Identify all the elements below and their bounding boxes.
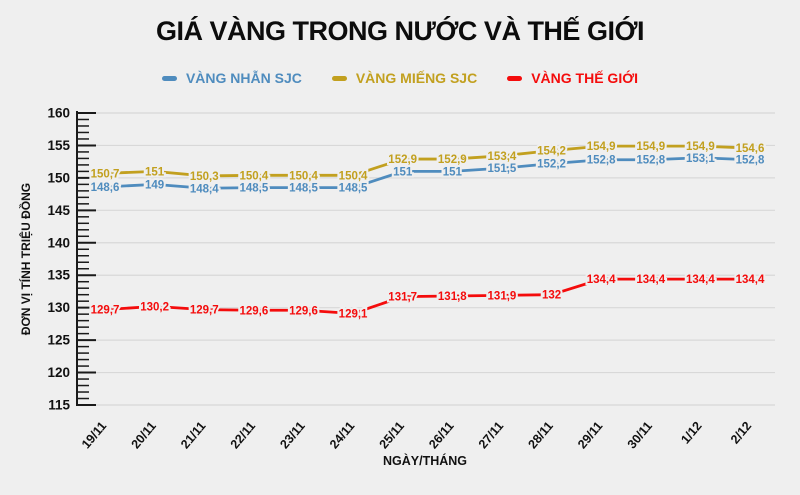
x-axis-title: NGÀY/THÁNG (382, 454, 468, 468)
data-point-label: 154,2 (537, 146, 566, 158)
y-axis-tick-label: 150 (47, 170, 70, 185)
y-axis-tick-label: 160 (47, 106, 70, 121)
data-point-label: 154,6 (736, 143, 765, 155)
x-axis-tick-label: 19/11 (79, 419, 109, 451)
data-point-label: 150,4 (239, 170, 268, 182)
x-axis-tick-label: 25/11 (377, 419, 407, 451)
series-line (103, 277, 752, 315)
data-point-label: 152,8 (587, 155, 616, 167)
data-point-label: 148,5 (289, 183, 318, 195)
x-axis-tick-label: 28/11 (525, 419, 555, 451)
legend-swatch-icon (331, 75, 347, 81)
data-point-label: 129,7 (91, 305, 120, 317)
data-point-label: 151 (443, 166, 463, 178)
data-point-label: 152,8 (736, 155, 765, 167)
x-axis-tick-label: 21/11 (178, 419, 208, 451)
x-axis-tick-label: 30/11 (625, 419, 655, 451)
y-axis-tick-label: 120 (47, 365, 70, 380)
legend-item-vang-the-gioi: VÀNG THẾ GIỚI (507, 70, 638, 86)
data-point-label: 132 (542, 290, 561, 302)
legend-swatch-icon (507, 75, 523, 81)
data-point-label: 151 (393, 166, 413, 178)
y-axis-tick-label: 130 (47, 300, 70, 315)
data-point-label: 129,7 (190, 305, 219, 317)
x-axis-tick-label: 20/11 (129, 419, 159, 451)
data-point-label: 154,9 (587, 141, 616, 153)
data-point-label: 130,2 (140, 301, 169, 313)
chart-legend: VÀNG NHẪN SJC VÀNG MIẾNG SJC VÀNG THẾ GI… (0, 70, 800, 86)
y-axis-tick-label: 155 (47, 138, 70, 153)
data-point-label: 153,1 (686, 153, 715, 165)
y-axis-tick-label: 135 (47, 268, 70, 283)
data-point-label: 129,1 (339, 309, 368, 321)
chart-title: GIÁ VÀNG TRONG NƯỚC VÀ THẾ GIỚI (156, 16, 644, 46)
data-point-label: 134,4 (587, 274, 616, 286)
x-axis-tick-label: 2/12 (728, 419, 754, 447)
data-point-label: 129,6 (239, 305, 268, 317)
data-point-label: 149 (145, 179, 164, 191)
data-point-label: 134,4 (736, 274, 765, 286)
legend-item-vang-nhan-sjc: VÀNG NHẪN SJC (161, 70, 302, 86)
data-point-label: 148,5 (339, 183, 368, 195)
data-point-label: 148,4 (190, 183, 219, 195)
x-axis-tick-label: 29/11 (575, 419, 605, 451)
data-point-label: 129,6 (289, 305, 318, 317)
data-point-label: 131,9 (488, 290, 517, 302)
data-point-label: 152,9 (438, 154, 467, 166)
data-point-label: 154,9 (686, 141, 715, 153)
data-point-label: 150,7 (91, 168, 120, 180)
data-point-label: 148,5 (239, 183, 268, 195)
data-point-label: 131,7 (388, 292, 417, 304)
data-point-label: 152,8 (636, 155, 665, 167)
series-line (103, 156, 752, 190)
y-axis-tick-label: 145 (47, 203, 70, 218)
y-axis-tick-label: 140 (47, 235, 70, 250)
x-axis-tick-label: 23/11 (277, 419, 307, 451)
data-point-label: 151,5 (488, 163, 517, 175)
data-point-label: 152,2 (537, 159, 566, 171)
legend-label: VÀNG NHẪN SJC (185, 70, 302, 86)
x-axis-tick-label: 24/11 (327, 419, 357, 451)
data-point-label: 131,8 (438, 291, 467, 303)
legend-item-vang-mieng-sjc: VÀNG MIẾNG SJC (331, 70, 478, 86)
legend-label: VÀNG MIẾNG SJC (355, 70, 478, 86)
data-point-label: 150,4 (289, 170, 318, 182)
data-point-label: 153,4 (488, 151, 517, 163)
data-point-label: 148,6 (91, 182, 120, 194)
legend-label: VÀNG THẾ GIỚI (531, 70, 639, 86)
y-axis-tick-label: 115 (48, 398, 70, 413)
data-point-label: 154,9 (636, 141, 665, 153)
data-point-label: 151 (145, 166, 165, 178)
x-axis-tick-label: 27/11 (476, 419, 506, 451)
series-line (103, 144, 752, 178)
x-axis-tick-label: 26/11 (426, 419, 456, 451)
x-axis-tick-label: 22/11 (228, 419, 258, 451)
data-point-label: 134,4 (636, 274, 665, 286)
data-point-label: 134,4 (686, 274, 715, 286)
x-axis-tick-label: 1/12 (678, 419, 704, 447)
y-axis-tick-label: 125 (47, 333, 70, 348)
data-point-label: 150,4 (339, 170, 368, 182)
data-point-label: 150,3 (190, 171, 219, 183)
legend-swatch-icon (161, 75, 177, 81)
data-point-label: 152,9 (388, 154, 417, 166)
